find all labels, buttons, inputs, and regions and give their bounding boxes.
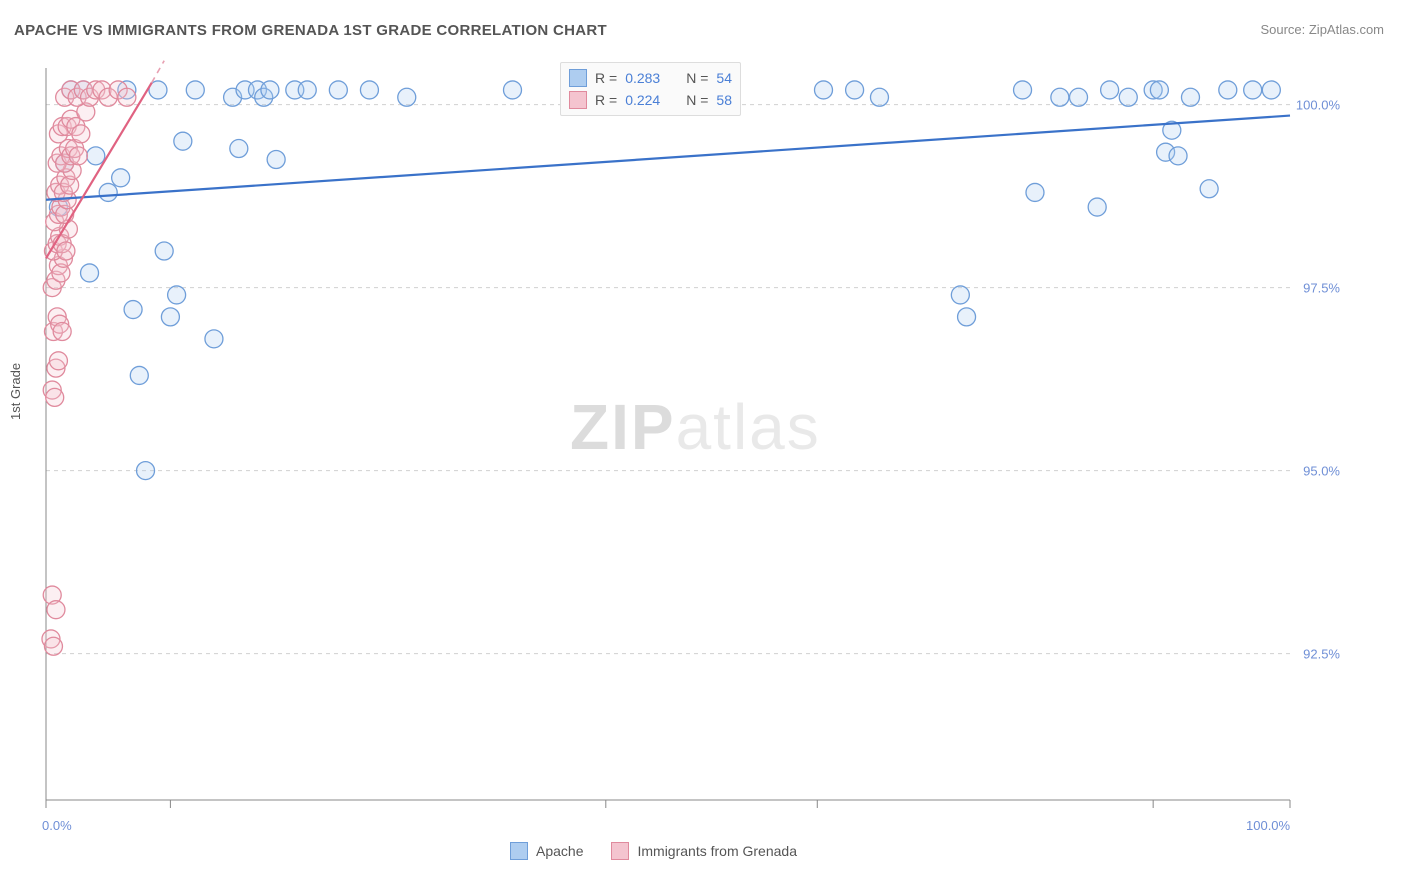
r-label: R = [595, 70, 617, 86]
r-value: 0.224 [625, 92, 660, 108]
legend-stat-row: R = 0.283 N = 54 [569, 67, 732, 89]
svg-text:100.0%: 100.0% [1296, 98, 1341, 113]
r-label: R = [595, 92, 617, 108]
legend-swatch [510, 842, 528, 860]
legend-swatch [569, 69, 587, 87]
scatter-plot: 92.5% 95.0% 97.5% 100.0% [40, 60, 1360, 830]
n-value: 58 [716, 92, 732, 108]
legend-label: Apache [536, 843, 583, 859]
source-label: Source: ZipAtlas.com [1260, 22, 1384, 37]
legend-label: Immigrants from Grenada [637, 843, 797, 859]
legend-swatch [569, 91, 587, 109]
n-label: N = [686, 70, 708, 86]
n-label: N = [686, 92, 708, 108]
legend-item: Immigrants from Grenada [611, 842, 797, 860]
svg-text:97.5%: 97.5% [1303, 281, 1340, 296]
svg-text:92.5%: 92.5% [1303, 647, 1340, 662]
r-value: 0.283 [625, 70, 660, 86]
x-tick-label: 0.0% [42, 818, 72, 833]
svg-text:95.0%: 95.0% [1303, 464, 1340, 479]
n-value: 54 [716, 70, 732, 86]
legend-item: Apache [510, 842, 583, 860]
x-tick-label: 100.0% [1246, 818, 1290, 833]
chart-title: APACHE VS IMMIGRANTS FROM GRENADA 1ST GR… [14, 22, 607, 39]
y-axis-label: 1st Grade [8, 363, 23, 420]
chart-container: APACHE VS IMMIGRANTS FROM GRENADA 1ST GR… [0, 0, 1406, 892]
legend-stat-row: R = 0.224 N = 58 [569, 89, 732, 111]
legend-swatch [611, 842, 629, 860]
legend-series: Apache Immigrants from Grenada [510, 842, 797, 860]
legend-stats: R = 0.283 N = 54 R = 0.224 N = 58 [560, 62, 741, 116]
